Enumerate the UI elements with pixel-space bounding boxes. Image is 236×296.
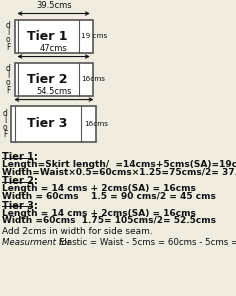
Text: d: d (3, 109, 7, 118)
Text: Tier 2:: Tier 2: (2, 176, 38, 186)
Text: 16cms: 16cms (84, 121, 108, 127)
Text: 47cms: 47cms (40, 44, 67, 53)
Text: Length = 14 cms + 2cms(SA) = 16cms: Length = 14 cms + 2cms(SA) = 16cms (2, 184, 196, 193)
Text: Elastic = Waist - 5cms = 60cms - 5cms = 55cms: Elastic = Waist - 5cms = 60cms - 5cms = … (59, 238, 236, 247)
Text: l: l (7, 71, 9, 80)
Text: d: d (6, 21, 11, 30)
Text: F: F (6, 86, 10, 95)
Text: Tier 1: Tier 1 (27, 30, 68, 43)
Text: F: F (6, 43, 10, 52)
Bar (15, 20, 93, 53)
Text: F: F (3, 130, 7, 139)
Text: 54.5cms: 54.5cms (36, 87, 72, 96)
Text: Tier 1:: Tier 1: (2, 152, 38, 162)
Text: Tier 3: Tier 3 (27, 117, 67, 130)
Text: Width = 60cms    1.5 = 90 cms/2 = 45 cms: Width = 60cms 1.5 = 90 cms/2 = 45 cms (2, 192, 216, 200)
Text: Width=Waist×0.5=60cms×1.25=75cms/2= 37.5cms: Width=Waist×0.5=60cms×1.25=75cms/2= 37.5… (2, 167, 236, 176)
Text: o: o (3, 123, 7, 132)
Bar (15, 63, 93, 96)
Text: Tier 2: Tier 2 (27, 73, 68, 86)
Text: Tier 3:: Tier 3: (2, 201, 38, 210)
Text: 16cms: 16cms (81, 76, 105, 82)
Text: Add 2cms in width for side seam.: Add 2cms in width for side seam. (2, 227, 152, 236)
Text: Measurment for: Measurment for (2, 238, 73, 247)
Bar (11, 106, 97, 142)
Text: d: d (6, 64, 11, 73)
Text: 19 cms: 19 cms (81, 33, 108, 39)
Text: Width =60cms  1.75= 105cms/2= 52.5cms: Width =60cms 1.75= 105cms/2= 52.5cms (2, 216, 216, 225)
Text: Length = 14 cms + 2cms(SA) = 16cms: Length = 14 cms + 2cms(SA) = 16cms (2, 209, 196, 218)
Text: Length=Skirt length/  =14cms+5cms(SA)=19cms: Length=Skirt length/ =14cms+5cms(SA)=19c… (2, 160, 236, 169)
Text: 39.5cms: 39.5cms (36, 1, 72, 10)
Text: o: o (6, 36, 10, 44)
Text: o: o (6, 78, 10, 87)
Text: l: l (7, 28, 9, 37)
Text: l: l (4, 116, 6, 125)
